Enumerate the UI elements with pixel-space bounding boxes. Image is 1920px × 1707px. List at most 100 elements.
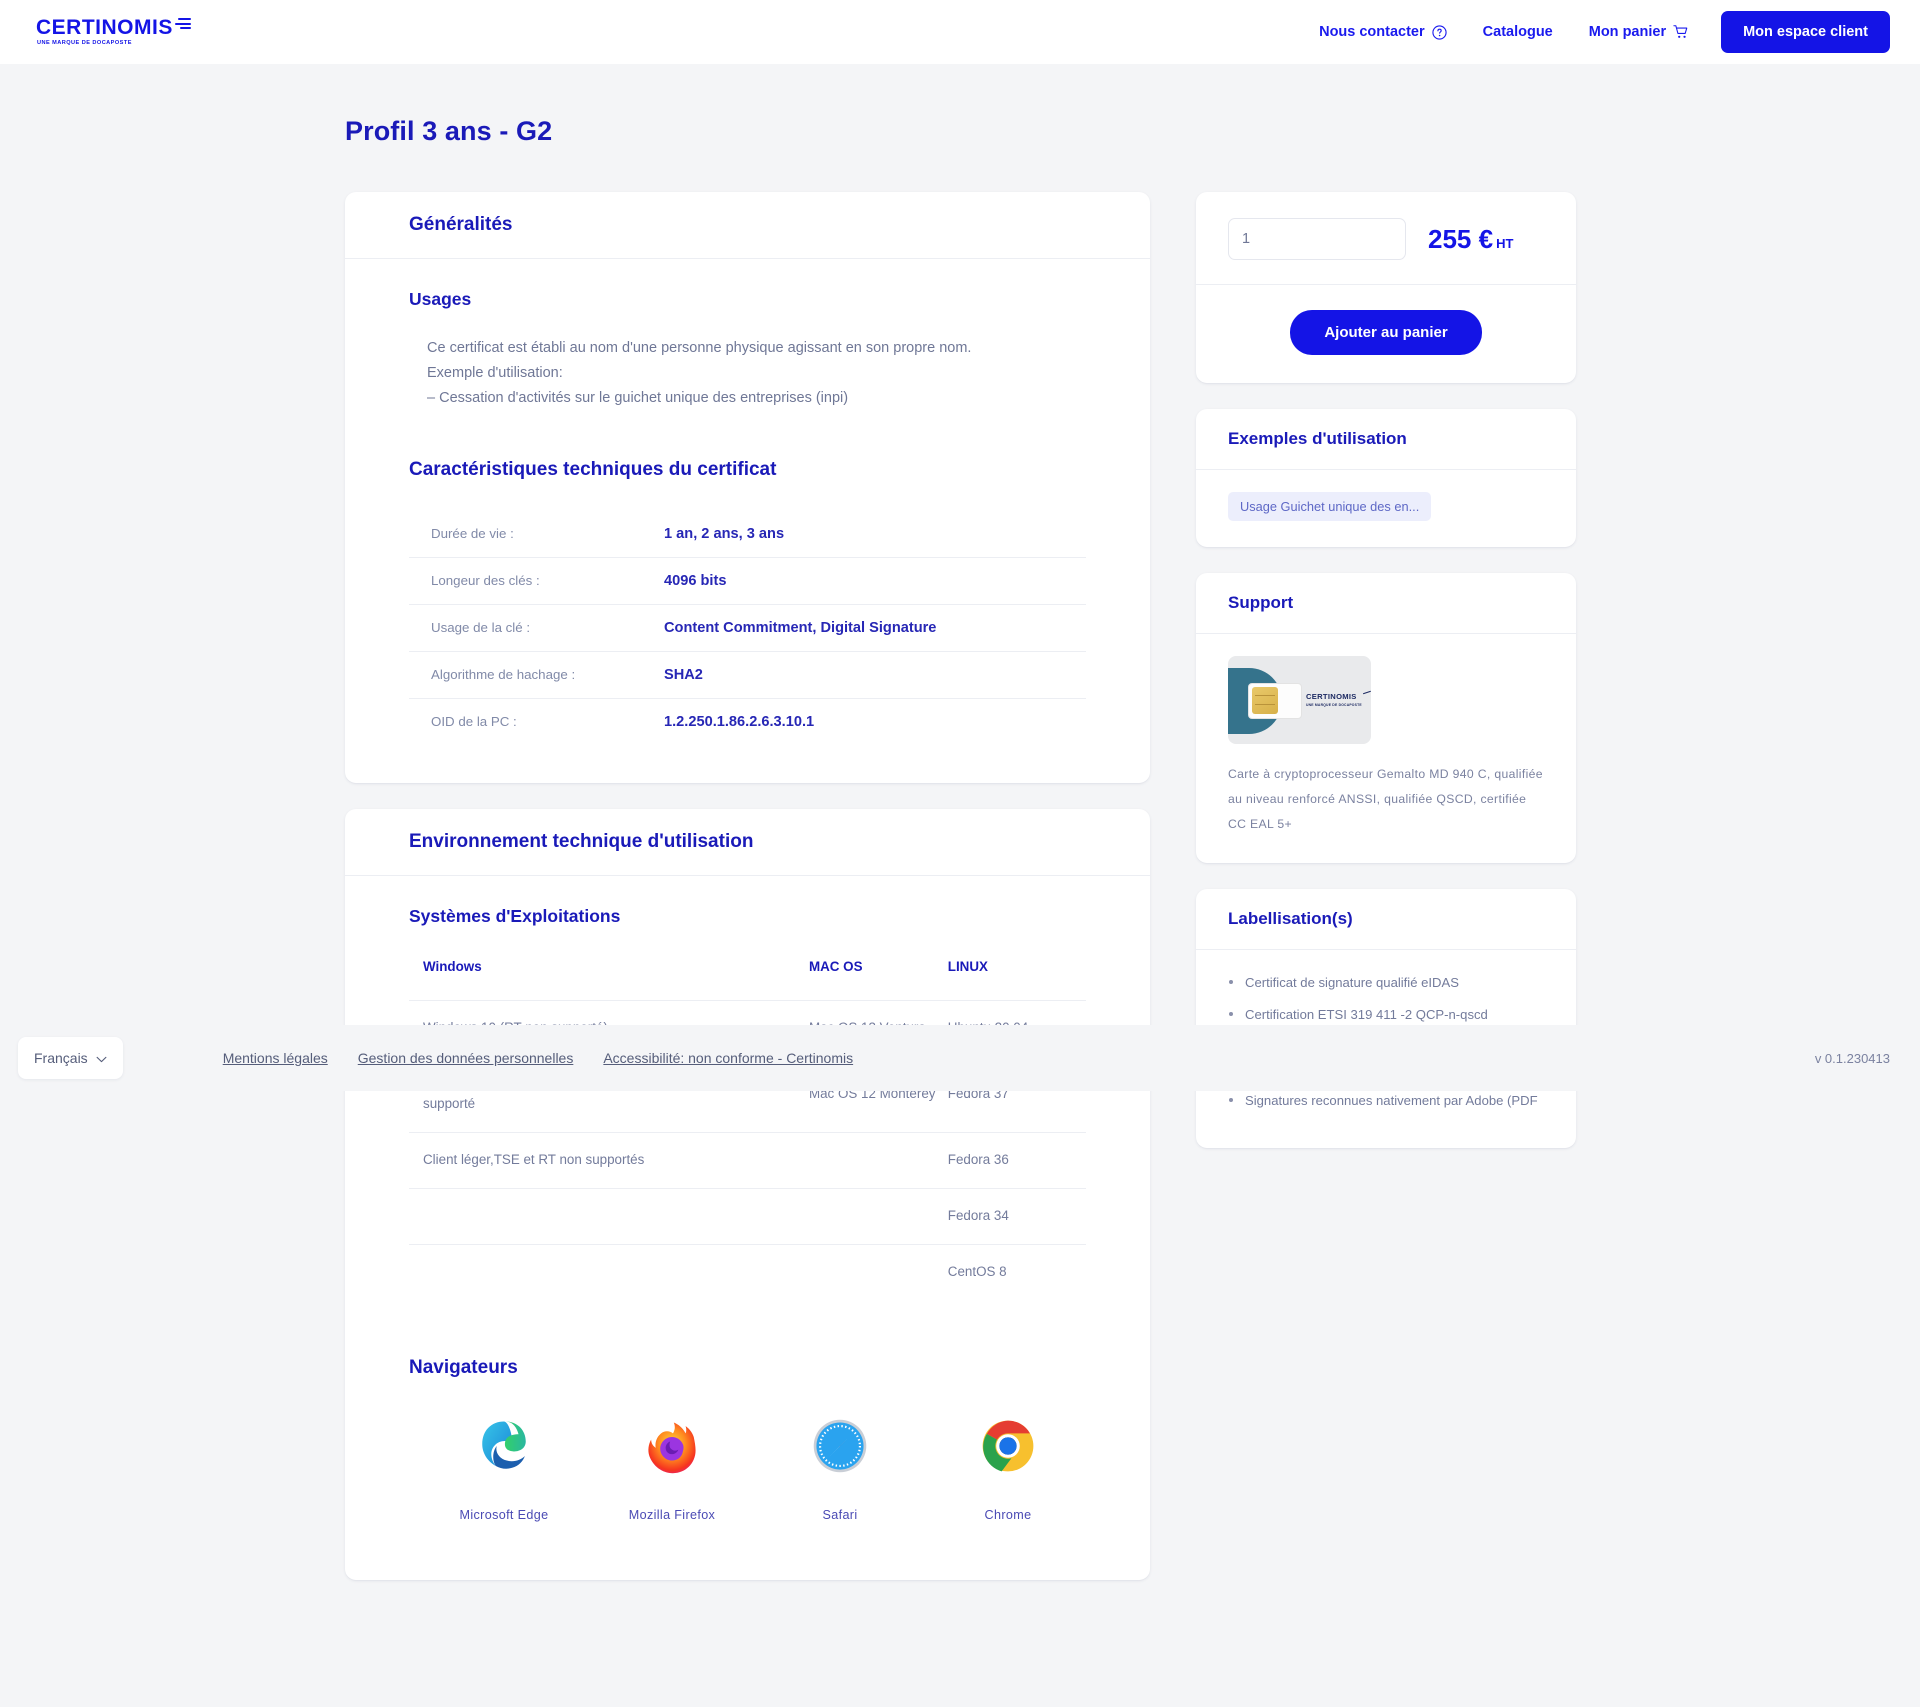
quantity-input[interactable] <box>1228 218 1406 260</box>
table-row: CentOS 8 <box>409 1244 1086 1299</box>
footer-links: Mentions légales Gestion des données per… <box>223 1050 853 1066</box>
table-row: Client léger,TSE et RT non supportés Fed… <box>409 1132 1086 1189</box>
logo-dashes-icon <box>174 18 191 30</box>
support-card: Support CERTINOMIS UNE MARQUE DE DOCAPOST… <box>1196 573 1576 864</box>
support-card-header: Support <box>1196 573 1576 634</box>
os-col-linux: LINUX <box>947 948 1086 1001</box>
spec-value: 1 an, 2 ans, 3 ans <box>664 525 785 542</box>
chevron-down-icon <box>96 1050 107 1066</box>
table-header-row: Windows MAC OS LINUX <box>409 948 1086 1001</box>
content-columns: Généralités Usages Ce certificat est éta… <box>345 192 1920 1606</box>
os-col-macos: MAC OS <box>808 948 948 1001</box>
os-heading: Systèmes d'Exploitations <box>409 905 621 926</box>
price-amount: 255 € <box>1428 223 1494 254</box>
footer-link-mentions-legales[interactable]: Mentions légales <box>222 1050 328 1066</box>
browser-label: Microsoft Edge <box>459 1508 549 1523</box>
table-row: Usage de la clé : Content Commitment, Di… <box>409 604 1086 652</box>
spec-value: 1.2.250.1.86.2.6.3.10.1 <box>664 713 815 730</box>
usages-line: Ce certificat est établi au nom d'une pe… <box>427 340 972 356</box>
os-table: Windows MAC OS LINUX Windows 10 (RT non … <box>409 948 1086 1300</box>
nav-label: Nous contacter <box>1319 24 1425 40</box>
main-column: Généralités Usages Ce certificat est éta… <box>345 192 1150 1606</box>
page-content: Profil 3 ans - G2 Généralités Usages Ce … <box>0 116 1920 1606</box>
usages-description: Ce certificat est établi au nom d'une pe… <box>409 336 1086 411</box>
nav-item-catalogue[interactable]: Catalogue <box>1465 24 1571 40</box>
os-cell-linux: CentOS 8 <box>947 1263 1007 1279</box>
firefox-icon <box>643 1417 701 1475</box>
spec-value: SHA2 <box>664 666 703 683</box>
browser-item-firefox[interactable]: Mozilla Firefox <box>599 1417 745 1522</box>
footer-link-donnees-personnelles[interactable]: Gestion des données personnelles <box>357 1050 574 1066</box>
labellisations-card-header: Labellisation(s) <box>1196 889 1576 951</box>
os-cell-linux: Fedora 34 <box>947 1188 1086 1245</box>
generalites-card-body: Usages Ce certificat est établi au nom d… <box>345 259 1150 783</box>
help-circle-icon <box>1432 24 1447 40</box>
os-cell-windows <box>409 1188 809 1245</box>
side-column: 255 €HT Ajouter au panier Exemples d'uti… <box>1196 192 1576 1174</box>
language-selector[interactable]: Français <box>18 1037 123 1079</box>
nav-item-nous-contacter[interactable]: Nous contacter <box>1301 24 1465 40</box>
chrome-icon <box>979 1417 1037 1475</box>
os-cell-windows: Client léger,TSE et RT non supportés <box>409 1132 809 1189</box>
browser-item-edge[interactable]: Microsoft Edge <box>431 1417 577 1522</box>
nav-label: Mon panier <box>1588 24 1667 40</box>
usages-line: – Cessation d'activités sur le guichet u… <box>427 389 849 406</box>
edge-icon <box>475 1417 533 1475</box>
spec-key: Longeur des clés : <box>431 573 540 589</box>
generalites-title: Généralités <box>409 214 513 235</box>
examples-card-header: Exemples d'utilisation <box>1196 409 1576 470</box>
os-cell-windows <box>409 1244 809 1299</box>
environnement-card-header: Environnement technique d'utilisation <box>345 809 1150 876</box>
safari-icon <box>811 1417 869 1475</box>
browser-label: Chrome <box>984 1508 1032 1523</box>
mon-espace-client-button[interactable]: Mon espace client <box>1721 11 1890 53</box>
spec-value: Content Commitment, Digital Signature <box>664 619 937 636</box>
cart-icon <box>1673 24 1689 40</box>
environnement-card-body: Systèmes d'Exploitations Windows MAC OS … <box>345 876 1150 1581</box>
generalites-card: Généralités Usages Ce certificat est éta… <box>345 192 1150 783</box>
language-label: Français <box>34 1050 88 1066</box>
logo-wordmark: CERTINOMIS <box>36 16 173 40</box>
browsers-heading: Navigateurs <box>409 1357 518 1379</box>
table-row: OID de la PC : 1.2.250.1.86.2.6.3.10.1 <box>409 698 1086 745</box>
site-header: CERTINOMIS UNE MARQUE DE DOCAPOSTE Nous … <box>0 0 1920 64</box>
usages-line: Exemple d'utilisation: <box>427 364 563 381</box>
smartcard-image: CERTINOMIS UNE MARQUE DE DOCAPOSTE <box>1228 656 1371 744</box>
app-version: v 0.1.230413 <box>1814 1050 1890 1066</box>
environnement-card: Environnement technique d'utilisation Sy… <box>345 808 1150 1581</box>
page-title: Profil 3 ans - G2 <box>345 116 553 146</box>
nav-item-mon-panier[interactable]: Mon panier <box>1571 24 1707 40</box>
spec-value: 4096 bits <box>664 572 727 589</box>
table-row: Algorithme de hachage : SHA2 <box>409 651 1086 699</box>
table-row: Longeur des clés : 4096 bits <box>409 557 1086 605</box>
cart-zone: Ajouter au panier <box>1196 285 1576 383</box>
examples-card-body: Usage Guichet unique des en... <box>1196 470 1576 547</box>
os-cell-macos <box>809 1244 948 1299</box>
certinomis-logo[interactable]: CERTINOMIS UNE MARQUE DE DOCAPOSTE <box>36 17 191 47</box>
labellisations-card: Labellisation(s) Certificat de signature… <box>1196 889 1576 1149</box>
logo-tagline: UNE MARQUE DE DOCAPOSTE <box>37 40 132 47</box>
support-title: Support <box>1228 593 1294 612</box>
main-nav: Nous contacter Catalogue Mon panier Mon … <box>1301 11 1890 53</box>
price-row: 255 €HT <box>1196 192 1576 285</box>
os-cell-macos <box>808 1132 948 1189</box>
specs-heading: Caractéristiques techniques du certifica… <box>409 458 777 480</box>
footer-link-accessibilite[interactable]: Accessibilité: non conforme - Certinomis <box>603 1050 854 1066</box>
environnement-title: Environnement technique d'utilisation <box>409 830 754 852</box>
list-item: Signatures reconnues nativement par Adob… <box>1228 1090 1544 1111</box>
os-cell-linux: Fedora 36 <box>947 1132 1086 1189</box>
table-row: Durée de vie : 1 an, 2 ans, 3 ans <box>409 511 1086 558</box>
browsers-list: Microsoft Edge <box>409 1417 1086 1542</box>
usage-tag[interactable]: Usage Guichet unique des en... <box>1228 492 1432 521</box>
footer-bar: Français Mentions légales Gestion des do… <box>0 1025 1920 1091</box>
support-card-body: CERTINOMIS UNE MARQUE DE DOCAPOSTE Carte … <box>1196 634 1576 863</box>
spec-key: Algorithme de hachage : <box>431 667 576 683</box>
price-suffix: HT <box>1496 235 1514 251</box>
spec-key: Usage de la clé : <box>431 620 531 636</box>
add-to-cart-button[interactable]: Ajouter au panier <box>1290 310 1482 355</box>
purchase-card: 255 €HT Ajouter au panier <box>1196 192 1576 383</box>
browser-item-chrome[interactable]: Chrome <box>935 1417 1081 1522</box>
os-col-windows: Windows <box>409 948 809 1001</box>
browser-item-safari[interactable]: Safari <box>767 1417 913 1522</box>
list-item: Certificat de signature qualifié eIDAS <box>1228 972 1544 993</box>
